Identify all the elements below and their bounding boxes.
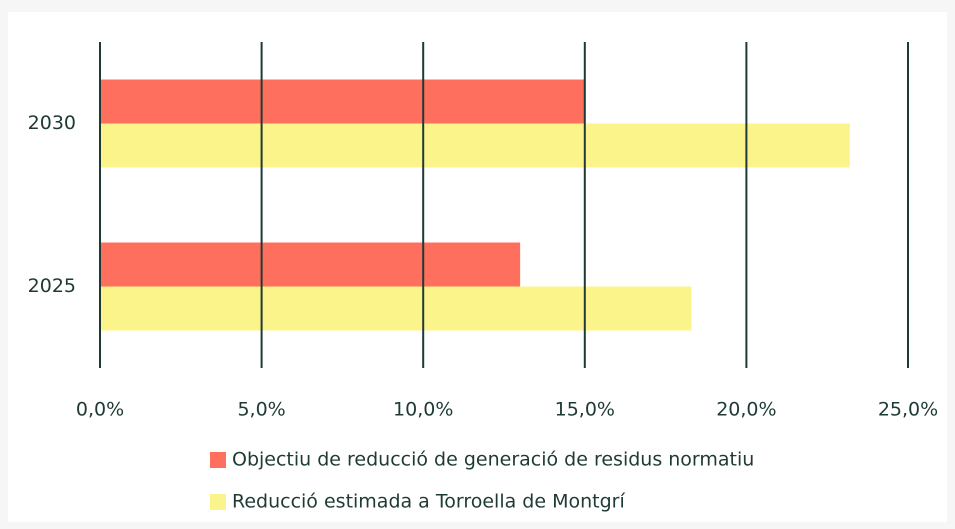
legend-label: Reducció estimada a Torroella de Montgrí — [232, 491, 625, 513]
legend-swatch — [210, 452, 226, 468]
x-tick-label: 0,0% — [76, 399, 124, 421]
bar — [100, 242, 521, 287]
bar — [100, 79, 585, 124]
y-tick-label: 2025 — [28, 275, 76, 297]
y-tick-label: 2030 — [28, 112, 76, 134]
x-tick-label: 20,0% — [716, 399, 776, 421]
legend-swatch — [210, 494, 226, 510]
x-tick-label: 25,0% — [878, 399, 938, 421]
x-tick-label: 5,0% — [237, 399, 285, 421]
bar — [100, 286, 692, 331]
x-tick-label: 15,0% — [555, 399, 615, 421]
bar — [100, 123, 850, 168]
legend-label: Objectiu de reducció de generació de res… — [232, 449, 754, 471]
x-tick-label: 10,0% — [393, 399, 453, 421]
